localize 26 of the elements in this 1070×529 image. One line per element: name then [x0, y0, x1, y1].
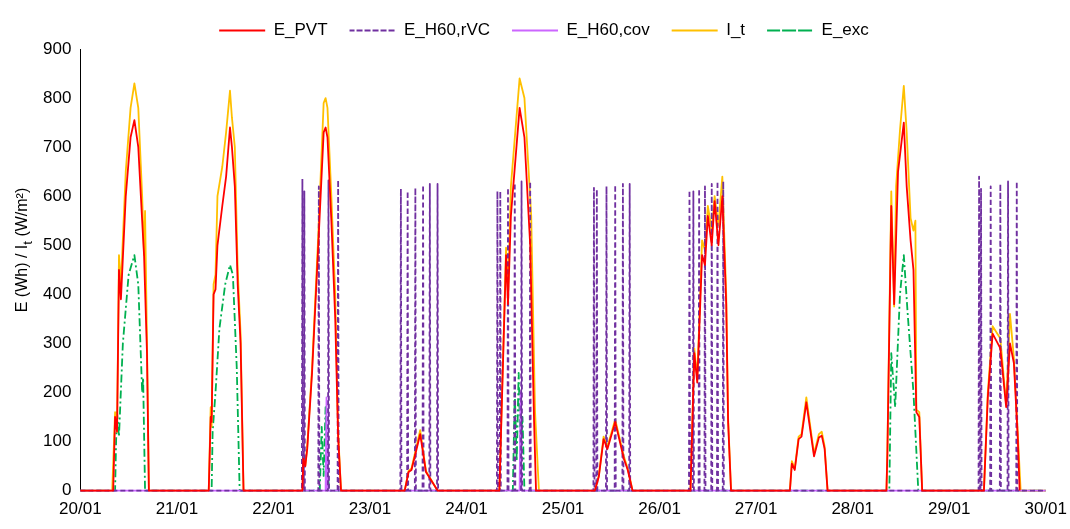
- x-tick-label: 24/01: [445, 499, 488, 519]
- y-tick-label: 900: [42, 38, 72, 58]
- x-tick-label: 25/01: [541, 499, 585, 519]
- legend-label: E_exc: [821, 20, 870, 40]
- legend-label: I_t: [726, 20, 746, 40]
- y-tick-label: 200: [42, 382, 72, 402]
- x-tick-label: 20/01: [59, 499, 102, 519]
- x-tick-label: 29/01: [927, 499, 971, 519]
- x-tick-label: 28/01: [831, 499, 874, 519]
- x-tick-label: 22/01: [252, 499, 295, 519]
- y-tick-label: 800: [42, 87, 72, 107]
- x-tick-label: 23/01: [348, 499, 392, 519]
- y-tick-label: 0: [61, 480, 72, 500]
- y-tick-label: 500: [42, 234, 72, 254]
- y-tick-label: 700: [42, 136, 72, 156]
- x-tick-label: 30/01: [1024, 499, 1067, 519]
- y-tick-label: 300: [42, 333, 72, 353]
- y-tick-label: 100: [42, 431, 72, 451]
- y-tick-label: 400: [42, 284, 72, 304]
- x-tick-label: 27/01: [734, 499, 778, 519]
- x-tick-label: 26/01: [638, 499, 681, 519]
- y-tick-label: 600: [42, 185, 72, 205]
- legend-label: E_H60,rVC: [404, 20, 491, 40]
- legend-label: E_PVT: [273, 20, 328, 40]
- x-tick-label: 21/01: [155, 499, 199, 519]
- legend-label: E_H60,cov: [566, 20, 651, 40]
